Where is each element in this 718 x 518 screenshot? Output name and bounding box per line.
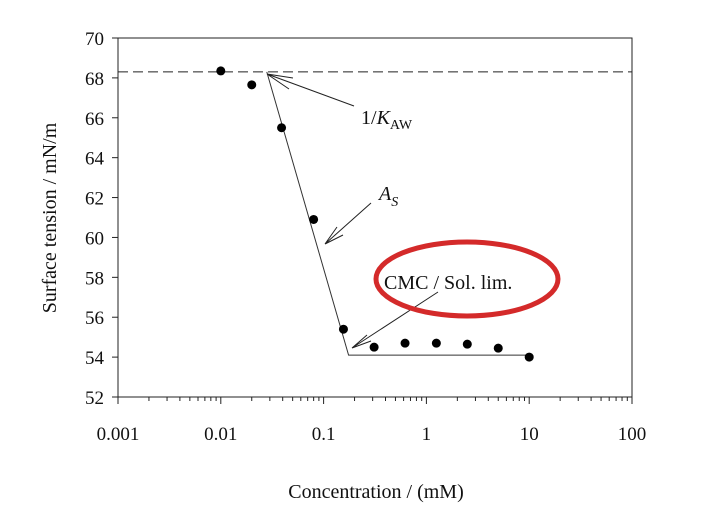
plot-frame [117, 37, 633, 398]
y-tick-label: 60 [85, 228, 104, 249]
annotation-kaw: 1/KAW [361, 107, 413, 133]
data-point [493, 343, 503, 353]
data-point [369, 342, 379, 352]
data-point [400, 338, 410, 348]
data-point [247, 80, 257, 90]
x-tick-label: 0.001 [97, 424, 140, 445]
arrow-kaw [266, 73, 355, 107]
highlight-ellipse [373, 239, 561, 319]
fit-line [266, 71, 530, 356]
data-point [338, 324, 348, 334]
arrow-cmc [351, 291, 439, 349]
data-point [524, 352, 534, 362]
y-tick-label: 54 [85, 348, 105, 369]
data-point [431, 338, 441, 348]
x-tick-label: 0.01 [204, 424, 237, 445]
y-tick-label: 62 [85, 189, 104, 210]
annotation-as: AS [377, 183, 398, 210]
y-tick-label: 64 [85, 149, 105, 170]
data-point [462, 339, 472, 349]
x-tick-label: 0.1 [312, 424, 336, 445]
y-tick-label: 52 [85, 388, 104, 409]
y-tick-label: 70 [85, 29, 104, 50]
y-tick-label: 68 [85, 69, 104, 90]
x-tick-label: 100 [618, 424, 647, 445]
arrow-as [324, 202, 372, 245]
y-tick-label: 58 [85, 268, 104, 289]
y-tick-label: 66 [85, 109, 104, 130]
data-point [309, 214, 319, 224]
x-tick-label: 10 [520, 424, 539, 445]
annotation-arrows [266, 73, 439, 349]
data-point [277, 123, 287, 133]
annotation-cmc: CMC / Sol. lim. [384, 272, 512, 294]
y-tick-label: 56 [85, 308, 104, 329]
data-point [216, 66, 226, 76]
y-axis-label: Surface tension / mN/m [39, 122, 61, 313]
x-axis-label: Concentration / (mM) [288, 481, 464, 503]
x-tick-label: 1 [422, 424, 432, 445]
